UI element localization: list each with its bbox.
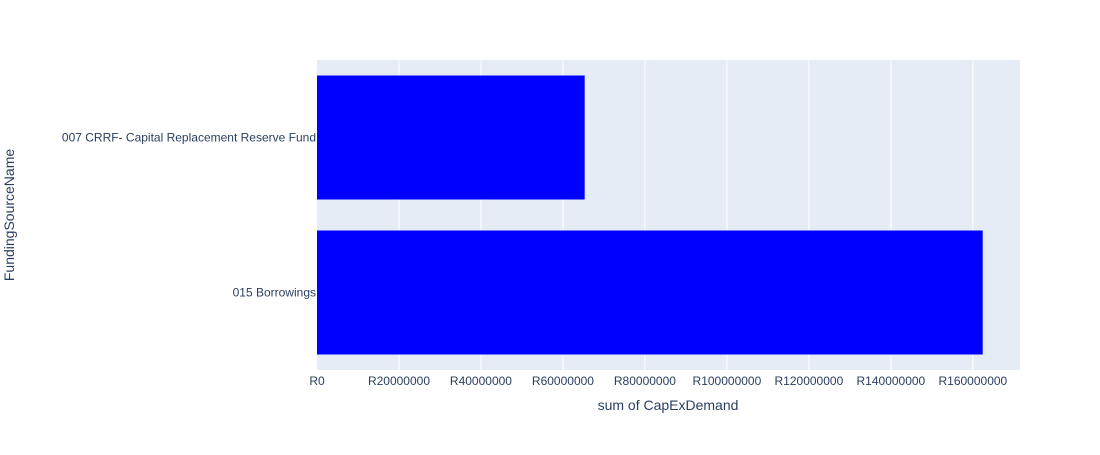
y-axis-ticks: 007 CRRF- Capital Replacement Reserve Fu… (62, 131, 316, 300)
x-tick-label: R160000000 (938, 374, 1007, 388)
x-axis-title: sum of CapExDemand (598, 397, 739, 413)
x-tick-label: R0 (309, 374, 325, 388)
x-tick-label: R80000000 (614, 374, 676, 388)
bars (317, 75, 983, 355)
x-tick-label: R140000000 (857, 374, 926, 388)
y-axis-title: FundingSourceName (1, 149, 17, 282)
y-tick-label: 007 CRRF- Capital Replacement Reserve Fu… (62, 131, 316, 145)
x-tick-label: R100000000 (693, 374, 762, 388)
y-tick-label: 015 Borrowings (233, 286, 316, 300)
x-axis-ticks: R0 R20000000 R40000000 R60000000 R80000000 R1… (309, 374, 1007, 388)
x-tick-label: R60000000 (532, 374, 594, 388)
x-tick-label: R20000000 (368, 374, 430, 388)
bar[interactable] (317, 230, 983, 355)
bar[interactable] (317, 75, 585, 200)
x-tick-label: R40000000 (450, 374, 512, 388)
x-tick-label: R120000000 (775, 374, 844, 388)
